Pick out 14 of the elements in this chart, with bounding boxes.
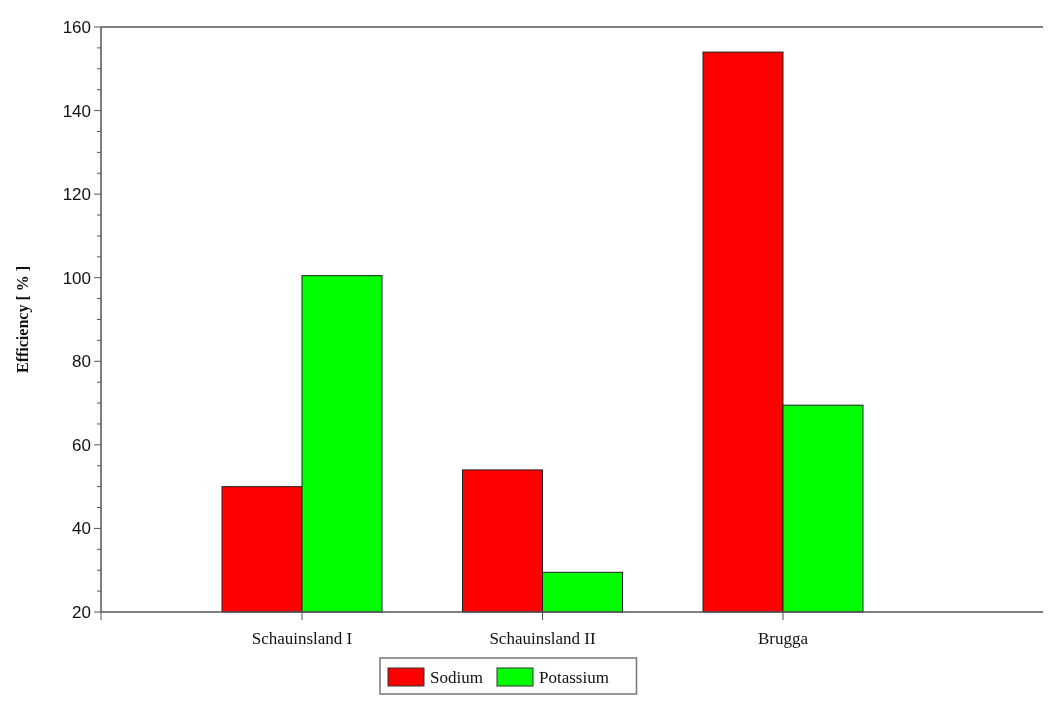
x-tick-label: Schauinsland II	[489, 629, 596, 648]
y-axis-title: Efficiency [ % ]	[14, 265, 32, 374]
y-tick-label: 20	[72, 602, 91, 622]
y-tick-label: 100	[62, 268, 91, 288]
y-tick-label: 40	[72, 519, 91, 539]
y-tick-label: 140	[62, 101, 91, 121]
legend-label: Potassium	[539, 668, 609, 687]
legend-label: Sodium	[430, 668, 483, 687]
y-tick-label: 120	[62, 185, 91, 205]
x-tick-label: Schauinsland I	[251, 629, 353, 648]
y-tick-label: 80	[72, 352, 91, 372]
x-tick-label: Brugga	[757, 629, 809, 648]
y-tick-label: 60	[72, 435, 91, 455]
y-tick-label: 160	[62, 17, 91, 37]
